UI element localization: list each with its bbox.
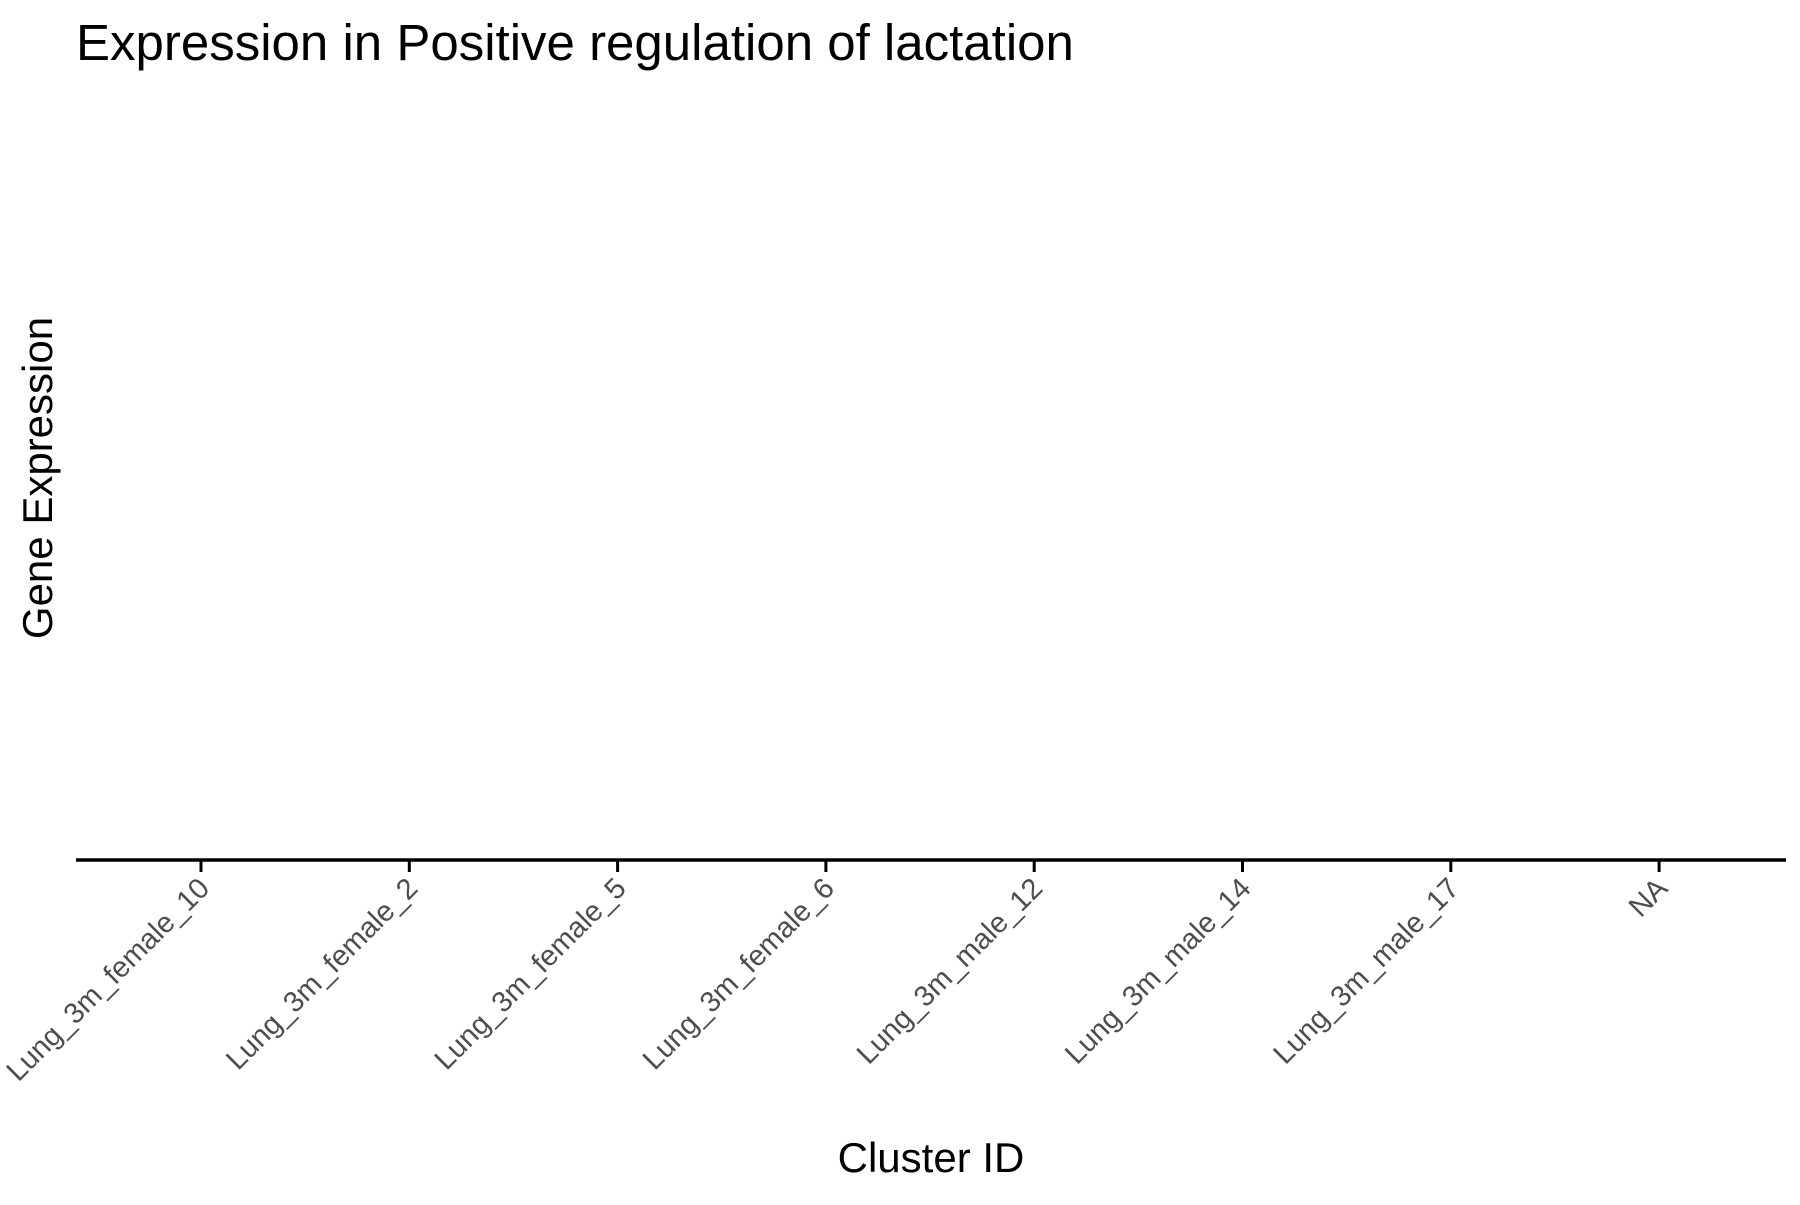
x-axis-label: Cluster ID	[838, 1134, 1025, 1181]
x-tick-label: Lung_3m_male_12	[851, 872, 1049, 1070]
x-tick-label: Lung_3m_male_17	[1268, 872, 1466, 1070]
x-tick-label: Lung_3m_female_6	[637, 872, 841, 1076]
x-axis-tick-labels: Lung_3m_female_10 Lung_3m_female_2 Lung_3m…	[1, 872, 1675, 1088]
x-tick-label: Lung_3m_female_10	[1, 872, 216, 1087]
x-tick-label: Lung_3m_male_14	[1059, 872, 1257, 1070]
chart-title: Expression in Positive regulation of lac…	[76, 14, 1074, 71]
x-tick-label: Lung_3m_female_5	[429, 872, 633, 1076]
x-tick-label: Lung_3m_female_2	[220, 872, 424, 1076]
x-tick-label: NA	[1623, 872, 1675, 924]
x-axis-ticks	[199, 860, 1661, 872]
y-axis-label: Gene Expression	[14, 317, 61, 639]
